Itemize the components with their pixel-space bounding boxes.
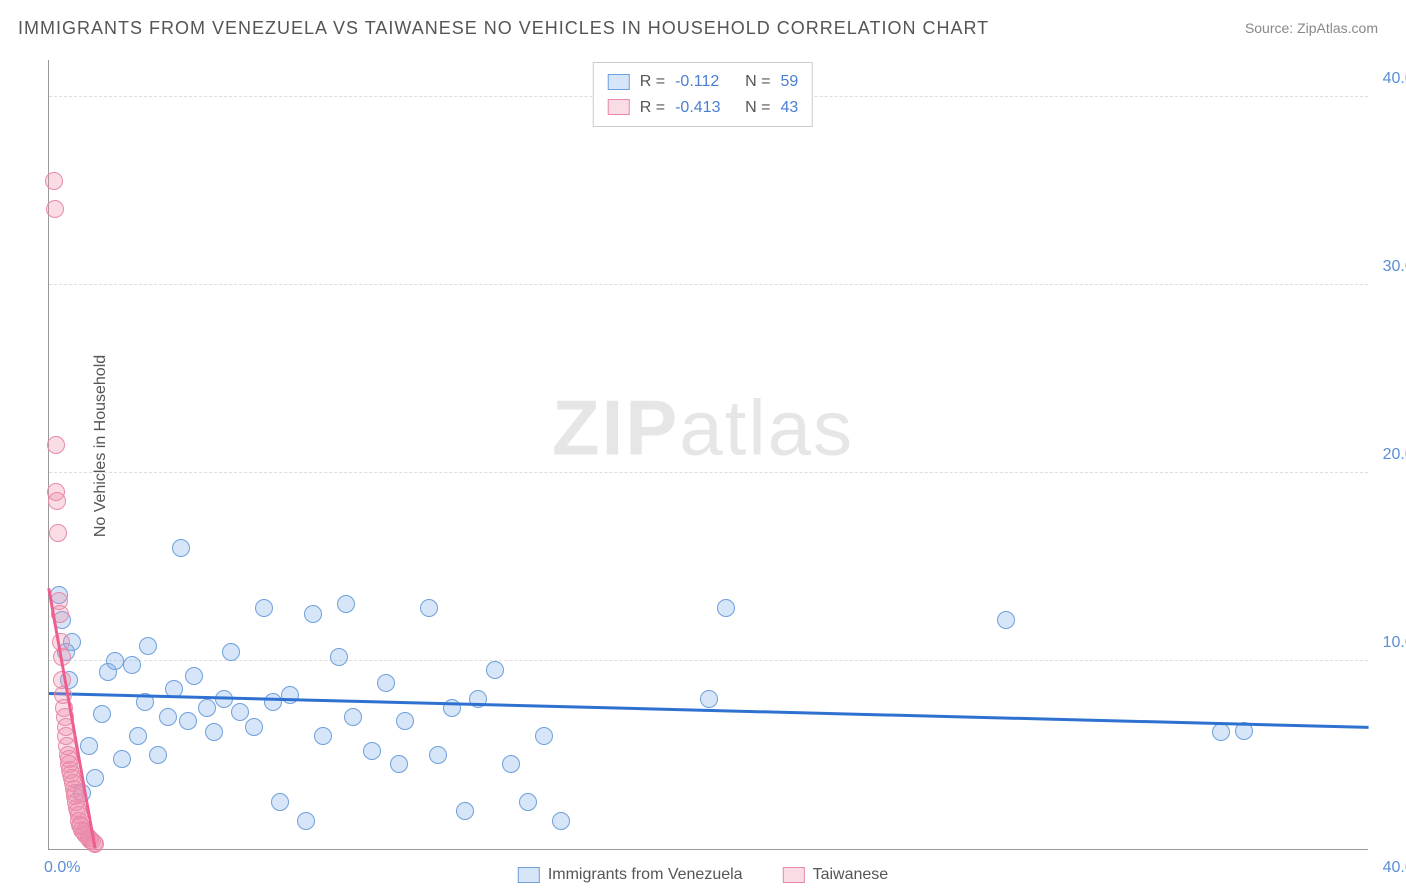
legend-row: R = -0.413 N = 43 (608, 95, 798, 121)
source-attribution: Source: ZipAtlas.com (1245, 20, 1378, 36)
data-point (271, 793, 289, 811)
data-point (179, 712, 197, 730)
data-point (46, 200, 64, 218)
data-point (222, 643, 240, 661)
data-point (255, 599, 273, 617)
n-value: 43 (780, 95, 798, 121)
legend-label: Immigrants from Venezuela (548, 866, 743, 884)
correlation-legend: R = -0.112 N = 59 R = -0.413 N = 43 (593, 62, 813, 127)
data-point (80, 737, 98, 755)
data-point (123, 656, 141, 674)
data-point (149, 746, 167, 764)
data-point (159, 708, 177, 726)
data-point (113, 750, 131, 768)
series-legend: Immigrants from Venezuela Taiwanese (518, 866, 888, 884)
data-point (330, 648, 348, 666)
data-point (172, 539, 190, 557)
data-point (198, 699, 216, 717)
data-point (281, 686, 299, 704)
data-point (45, 172, 63, 190)
legend-item: Immigrants from Venezuela (518, 866, 743, 884)
data-point (344, 708, 362, 726)
gridline (49, 472, 1368, 473)
x-tick-label: 0.0% (44, 859, 80, 877)
data-point (49, 524, 67, 542)
legend-swatch (783, 867, 805, 883)
data-point (997, 611, 1015, 629)
data-point (337, 595, 355, 613)
data-point (486, 661, 504, 679)
legend-swatch (608, 99, 630, 115)
chart-title: IMMIGRANTS FROM VENEZUELA VS TAIWANESE N… (18, 18, 989, 39)
gridline (49, 660, 1368, 661)
data-point (396, 712, 414, 730)
n-value: 59 (780, 69, 798, 95)
data-point (139, 637, 157, 655)
r-label: R = (640, 69, 665, 95)
data-point (264, 693, 282, 711)
y-tick-label: 10.0% (1383, 634, 1406, 652)
y-tick-label: 30.0% (1383, 258, 1406, 276)
r-value: -0.413 (675, 95, 735, 121)
data-point (535, 727, 553, 745)
data-point (519, 793, 537, 811)
data-point (47, 436, 65, 454)
plot-area: 10.0%20.0%30.0%40.0%0.0%40.0% (48, 60, 1368, 850)
data-point (185, 667, 203, 685)
data-point (420, 599, 438, 617)
data-point (86, 769, 104, 787)
data-point (106, 652, 124, 670)
data-point (700, 690, 718, 708)
legend-swatch (608, 74, 630, 90)
data-point (390, 755, 408, 773)
y-tick-label: 40.0% (1383, 70, 1406, 88)
data-point (502, 755, 520, 773)
data-point (48, 492, 66, 510)
data-point (456, 802, 474, 820)
gridline (49, 284, 1368, 285)
legend-label: Taiwanese (813, 866, 889, 884)
data-point (377, 674, 395, 692)
r-label: R = (640, 95, 665, 121)
legend-swatch (518, 867, 540, 883)
data-point (717, 599, 735, 617)
data-point (93, 705, 111, 723)
data-point (129, 727, 147, 745)
r-value: -0.112 (675, 69, 735, 95)
data-point (363, 742, 381, 760)
data-point (304, 605, 322, 623)
y-tick-label: 20.0% (1383, 446, 1406, 464)
data-point (231, 703, 249, 721)
data-point (205, 723, 223, 741)
n-label: N = (745, 95, 770, 121)
data-point (429, 746, 447, 764)
data-point (314, 727, 332, 745)
data-point (552, 812, 570, 830)
data-point (297, 812, 315, 830)
x-tick-label: 40.0% (1383, 859, 1406, 877)
data-point (245, 718, 263, 736)
n-label: N = (745, 69, 770, 95)
data-point (1212, 723, 1230, 741)
legend-row: R = -0.112 N = 59 (608, 69, 798, 95)
legend-item: Taiwanese (783, 866, 889, 884)
